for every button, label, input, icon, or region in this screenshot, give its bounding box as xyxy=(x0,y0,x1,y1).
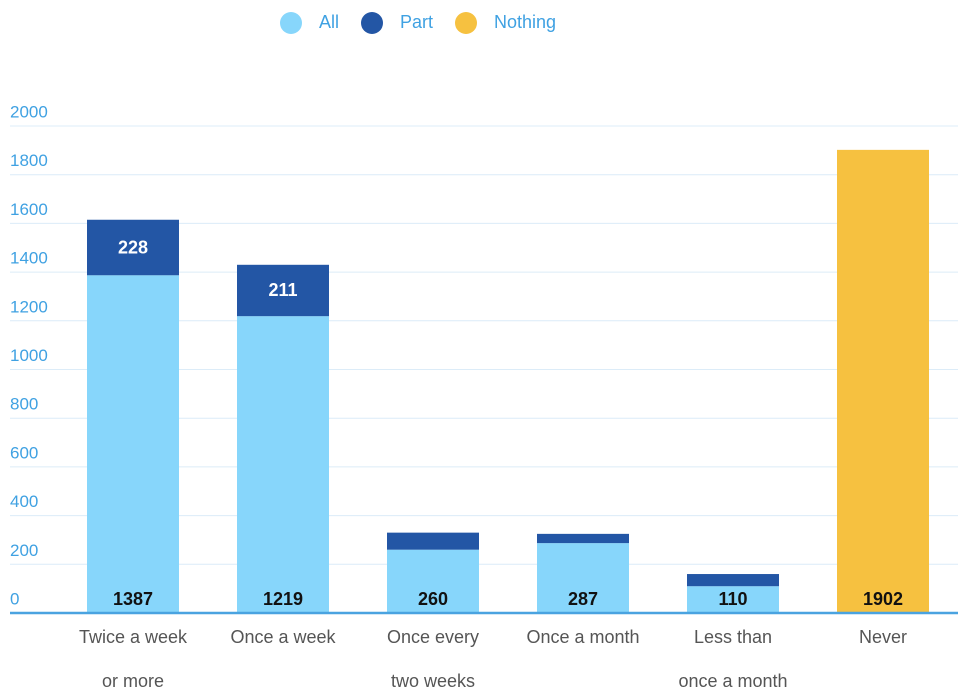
bar-segment xyxy=(837,149,929,613)
x-tick-line: Less than xyxy=(694,627,772,647)
x-tick-line: Once a month xyxy=(526,627,639,647)
x-tick-label: Once every two weeks xyxy=(387,627,479,687)
bar-segment xyxy=(387,532,479,550)
data-label: 287 xyxy=(568,589,598,609)
x-tick-line: two weeks xyxy=(391,671,475,687)
y-tick-label: 1000 xyxy=(10,346,48,365)
bar-segment xyxy=(387,549,479,613)
y-tick-label: 2000 xyxy=(10,102,48,121)
data-label: 1387 xyxy=(113,589,153,609)
x-tick-label: Once a week xyxy=(230,627,336,647)
legend-label: All xyxy=(319,12,339,32)
data-label: 1902 xyxy=(863,589,903,609)
legend-label: Nothing xyxy=(494,12,556,32)
y-tick-label: 1800 xyxy=(10,151,48,170)
data-label: 228 xyxy=(118,237,148,257)
y-tick-label: 800 xyxy=(10,395,38,414)
y-tick-label: 1200 xyxy=(10,297,48,316)
bar-segment xyxy=(87,219,179,276)
y-tick-label: 200 xyxy=(10,541,38,560)
y-tick-label: 1400 xyxy=(10,249,48,268)
x-tick-line: Once a week xyxy=(230,627,336,647)
bar-segment xyxy=(687,586,779,613)
x-tick-label: Once a month xyxy=(526,627,639,647)
bar-segment xyxy=(537,543,629,613)
legend-label: Part xyxy=(400,12,433,32)
legend-swatch xyxy=(361,12,383,34)
x-tick-line: Twice a week xyxy=(79,627,188,647)
y-tick-label: 0 xyxy=(10,589,19,608)
data-label: 110 xyxy=(718,589,747,609)
data-label: 211 xyxy=(268,280,297,300)
y-tick-label: 600 xyxy=(10,443,38,462)
x-tick-label: Never xyxy=(859,627,907,647)
x-tick-label: Twice a week or more xyxy=(79,627,188,687)
bar-segment xyxy=(237,316,329,613)
x-tick-line: once a month xyxy=(678,671,787,687)
x-tick-line: or more xyxy=(102,671,164,687)
x-tick-label: Less than once a month xyxy=(678,627,787,687)
bar-segment xyxy=(687,574,779,587)
y-tick-label: 1600 xyxy=(10,200,48,219)
x-tick-line: Once every xyxy=(387,627,479,647)
x-tick-line: Never xyxy=(859,627,907,647)
legend-swatch xyxy=(455,12,477,34)
data-label: 1219 xyxy=(263,589,303,609)
bar-segment xyxy=(87,275,179,613)
y-tick-label: 400 xyxy=(10,492,38,511)
data-label: 260 xyxy=(418,589,448,609)
bar-segment xyxy=(537,533,629,544)
legend-swatch xyxy=(280,12,302,34)
bar-segment xyxy=(237,264,329,317)
